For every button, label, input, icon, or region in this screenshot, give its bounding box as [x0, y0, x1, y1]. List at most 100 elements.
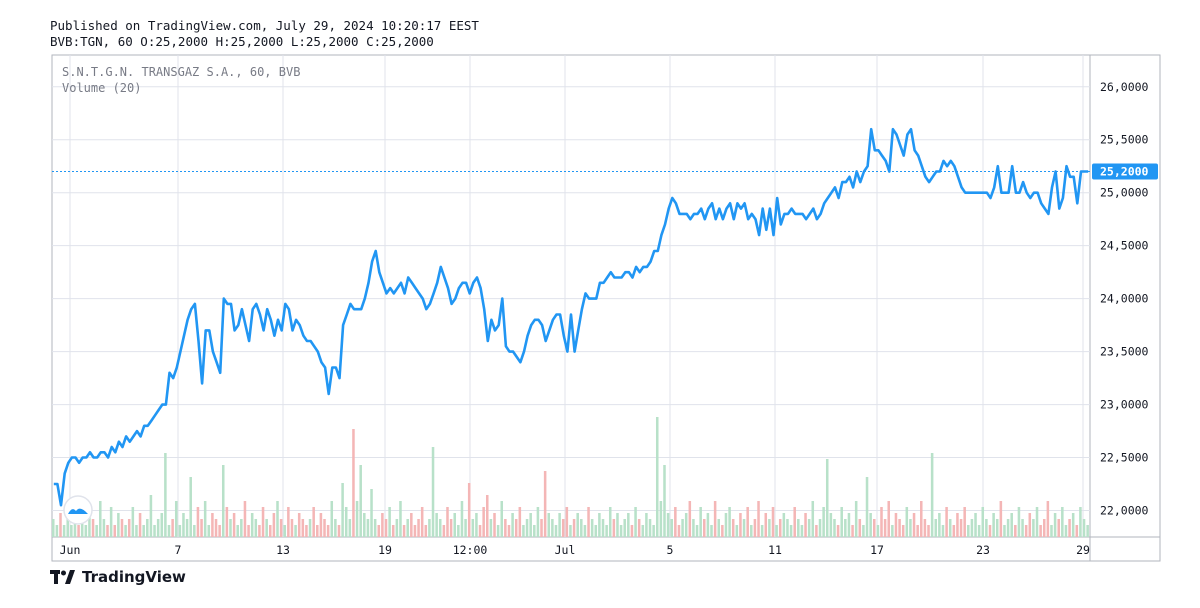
tradingview-logo[interactable]: TradingView	[50, 568, 186, 586]
y-tick-label: 24,5000	[1100, 239, 1149, 253]
volume-bar	[750, 525, 753, 537]
y-tick-label: 23,0000	[1100, 398, 1149, 412]
volume-bar	[829, 513, 833, 537]
x-tick-label: 11	[768, 543, 782, 557]
volume-bar	[883, 519, 887, 537]
volume-bar	[525, 519, 529, 537]
volume-bar	[511, 513, 514, 537]
volume-bar	[1010, 513, 1013, 537]
volume-bar	[912, 513, 916, 537]
volume-bar	[572, 519, 576, 537]
volume-bar	[865, 477, 869, 537]
volume-bar	[695, 525, 699, 537]
volume-bar	[424, 525, 428, 537]
volume-bar	[977, 525, 981, 537]
volume-bar	[811, 501, 815, 537]
volume-bar	[1039, 525, 1042, 537]
volume-bar	[301, 519, 305, 537]
volume-bar	[916, 525, 919, 537]
volume-bar	[399, 501, 402, 537]
y-tick-label: 22,5000	[1100, 451, 1149, 465]
x-tick-label: 7	[175, 543, 182, 557]
volume-bar	[240, 519, 243, 537]
price-line[interactable]	[53, 127, 1089, 507]
volume-bar	[334, 519, 337, 537]
volume-bar	[558, 513, 561, 537]
volume-bar	[1086, 525, 1089, 537]
volume-bar	[789, 525, 793, 537]
published-line: Published on TradingView.com, July 29, 2…	[50, 18, 479, 33]
volume-bar	[630, 525, 634, 537]
volume-bar	[836, 525, 840, 537]
x-tick-label: 17	[870, 543, 884, 557]
volume-bar	[1032, 519, 1035, 537]
volume-bar	[580, 519, 583, 537]
volume-bar	[142, 525, 145, 537]
volume-bar	[645, 513, 648, 537]
volume-bar	[84, 525, 88, 537]
y-tick-label: 24,0000	[1100, 292, 1149, 306]
volume-bar	[478, 525, 482, 537]
volume-bar	[88, 513, 91, 537]
volume-bar	[681, 519, 684, 537]
volume-bar	[641, 525, 645, 537]
volume-bar	[753, 519, 757, 537]
volume-bar	[565, 507, 569, 537]
volume-bar	[62, 525, 66, 537]
volume-bar	[703, 519, 706, 537]
volume-bar	[992, 513, 995, 537]
chart-header: Published on TradingView.com, July 29, 2…	[50, 18, 479, 50]
volume-bar	[388, 507, 391, 537]
volume-bar	[146, 519, 149, 537]
x-tick-label: Jun	[60, 543, 81, 557]
volume-bar	[182, 513, 185, 537]
volume-bar	[533, 525, 536, 537]
volume-bar	[77, 525, 80, 537]
volume-bar	[250, 513, 254, 537]
volume-bar	[674, 507, 677, 537]
volume-bar	[341, 483, 344, 537]
volume-bar	[127, 519, 131, 537]
volume-bar	[359, 465, 362, 537]
volume-bar	[203, 501, 207, 537]
volume-bar	[247, 525, 250, 537]
x-tick-label: 29	[1076, 543, 1090, 557]
volume-bar	[540, 519, 543, 537]
volume-bar	[862, 525, 865, 537]
volume-bar	[99, 501, 102, 537]
volume-bar	[608, 507, 612, 537]
volume-bar	[887, 501, 890, 537]
volume-bar	[920, 501, 923, 537]
volume-bar	[1071, 513, 1075, 537]
volume-bar	[1042, 519, 1046, 537]
volume-bar	[211, 513, 214, 537]
volume-bar	[945, 507, 948, 537]
volume-bar	[1017, 507, 1021, 537]
volume-bar	[619, 525, 623, 537]
x-tick-label: Jul	[555, 543, 576, 557]
volume-bar	[290, 519, 294, 537]
x-tick-label: 5	[667, 543, 674, 557]
volume-bar	[167, 525, 171, 537]
volume-bar	[742, 519, 746, 537]
volume-bar	[1053, 513, 1057, 537]
volume-bar	[120, 519, 124, 537]
volume-bar	[457, 525, 460, 537]
volume-bar	[507, 525, 511, 537]
volume-bar	[265, 519, 268, 537]
volume-bar	[196, 507, 200, 537]
volume-bar	[308, 519, 312, 537]
volume-bar	[551, 519, 554, 537]
volume-bar	[438, 519, 442, 537]
volume-bar	[1035, 507, 1039, 537]
volume-bar	[272, 513, 276, 537]
volume-bar	[467, 483, 471, 537]
volume-bar	[901, 525, 905, 537]
volume-bar	[52, 519, 55, 537]
volume-bar	[713, 501, 717, 537]
volume-bar	[880, 507, 883, 537]
volume-bar	[164, 453, 167, 537]
volume-bar	[297, 513, 301, 537]
volume-bar	[930, 453, 934, 537]
